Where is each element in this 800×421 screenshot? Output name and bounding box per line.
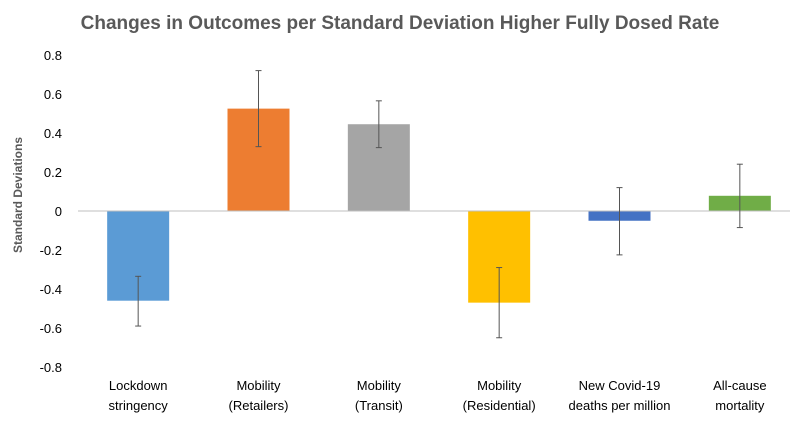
y-axis-ticks: 0.8 0.6 0.4 0.2 0 -0.2 -0.4 -0.6 -0.8 bbox=[40, 48, 62, 375]
y-tick-label: 0.2 bbox=[44, 165, 62, 180]
y-tick-label: -0.8 bbox=[40, 360, 62, 375]
category-label: (Transit) bbox=[355, 398, 403, 413]
category-label: New Covid-19 bbox=[579, 378, 661, 393]
error-bar bbox=[255, 70, 262, 148]
y-axis-label: Standard Deviations bbox=[11, 137, 25, 253]
error-bar bbox=[616, 187, 623, 256]
error-bar bbox=[496, 267, 503, 339]
category-label: Lockdown bbox=[109, 378, 168, 393]
y-tick-label: 0.8 bbox=[44, 48, 62, 63]
category-label: Mobility bbox=[477, 378, 522, 393]
error-bar bbox=[135, 275, 142, 327]
category-label: (Residential) bbox=[463, 398, 536, 413]
y-tick-label: 0.6 bbox=[44, 87, 62, 102]
category-label: Mobility bbox=[236, 378, 281, 393]
y-tick-label: -0.2 bbox=[40, 243, 62, 258]
chart-title: Changes in Outcomes per Standard Deviati… bbox=[81, 13, 720, 34]
y-tick-label: -0.6 bbox=[40, 321, 62, 336]
error-bars bbox=[135, 70, 743, 339]
category-label: mortality bbox=[715, 398, 765, 413]
category-label: Mobility bbox=[357, 378, 402, 393]
bars bbox=[107, 108, 771, 303]
error-bar bbox=[736, 163, 743, 229]
category-labels: Lockdown stringency Mobility (Retailers) Mob… bbox=[109, 378, 767, 413]
category-label: stringency bbox=[109, 398, 169, 413]
y-tick-label: 0 bbox=[55, 204, 62, 219]
error-bar bbox=[375, 100, 382, 149]
category-label: All-cause bbox=[713, 378, 766, 393]
category-label: (Retailers) bbox=[229, 398, 289, 413]
y-tick-label: -0.4 bbox=[40, 282, 62, 297]
y-tick-label: 0.4 bbox=[44, 126, 62, 141]
category-label: deaths per million bbox=[569, 398, 671, 413]
